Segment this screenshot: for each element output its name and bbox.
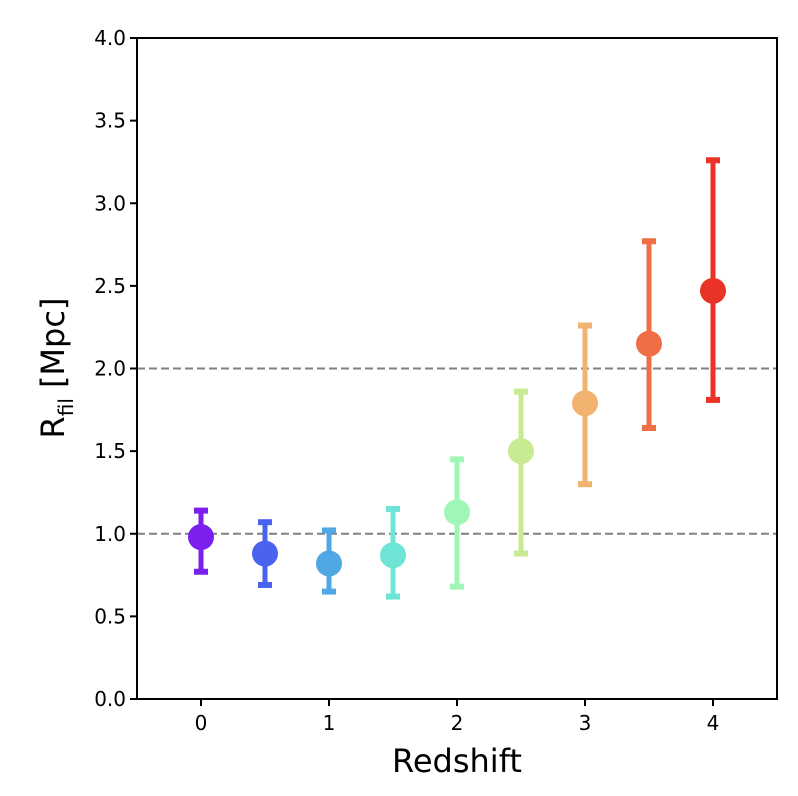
y-tick-label: 2.0 xyxy=(94,357,126,381)
y-tick-label: 0.5 xyxy=(94,604,126,628)
y-axis-label-main: R xyxy=(34,416,72,438)
data-points xyxy=(188,157,726,600)
y-tick-label: 1.0 xyxy=(94,522,126,546)
data-point xyxy=(252,540,278,567)
x-axis-label: Redshift xyxy=(392,742,522,780)
y-tick-label: 2.5 xyxy=(94,274,126,298)
data-point xyxy=(508,438,534,465)
x-axis-ticks: 0 1 2 3 4 xyxy=(195,699,720,735)
x-tick-label: 0 xyxy=(195,711,208,735)
data-point xyxy=(444,499,470,526)
y-tick-label: 4.0 xyxy=(94,26,126,50)
data-point xyxy=(572,390,598,417)
y-axis-ticks: 0.0 0.5 1.0 1.5 2.0 2.5 3.0 3.5 4.0 xyxy=(94,26,137,711)
y-axis-label: Rfil [Mpc] xyxy=(34,298,78,439)
x-tick-label: 4 xyxy=(707,711,720,735)
y-axis-label-unit: [Mpc] xyxy=(34,298,72,388)
y-tick-label: 3.0 xyxy=(94,191,126,215)
data-point xyxy=(700,277,726,304)
y-tick-label: 3.5 xyxy=(94,109,126,133)
y-tick-label: 1.5 xyxy=(94,439,126,463)
x-tick-label: 2 xyxy=(451,711,464,735)
data-point xyxy=(316,550,342,577)
x-tick-label: 1 xyxy=(323,711,336,735)
data-point xyxy=(380,542,406,569)
data-point xyxy=(188,524,214,551)
y-axis-label-subscript: fil xyxy=(54,398,78,416)
x-tick-label: 3 xyxy=(579,711,592,735)
data-point xyxy=(636,330,662,357)
y-tick-label: 0.0 xyxy=(94,687,126,711)
